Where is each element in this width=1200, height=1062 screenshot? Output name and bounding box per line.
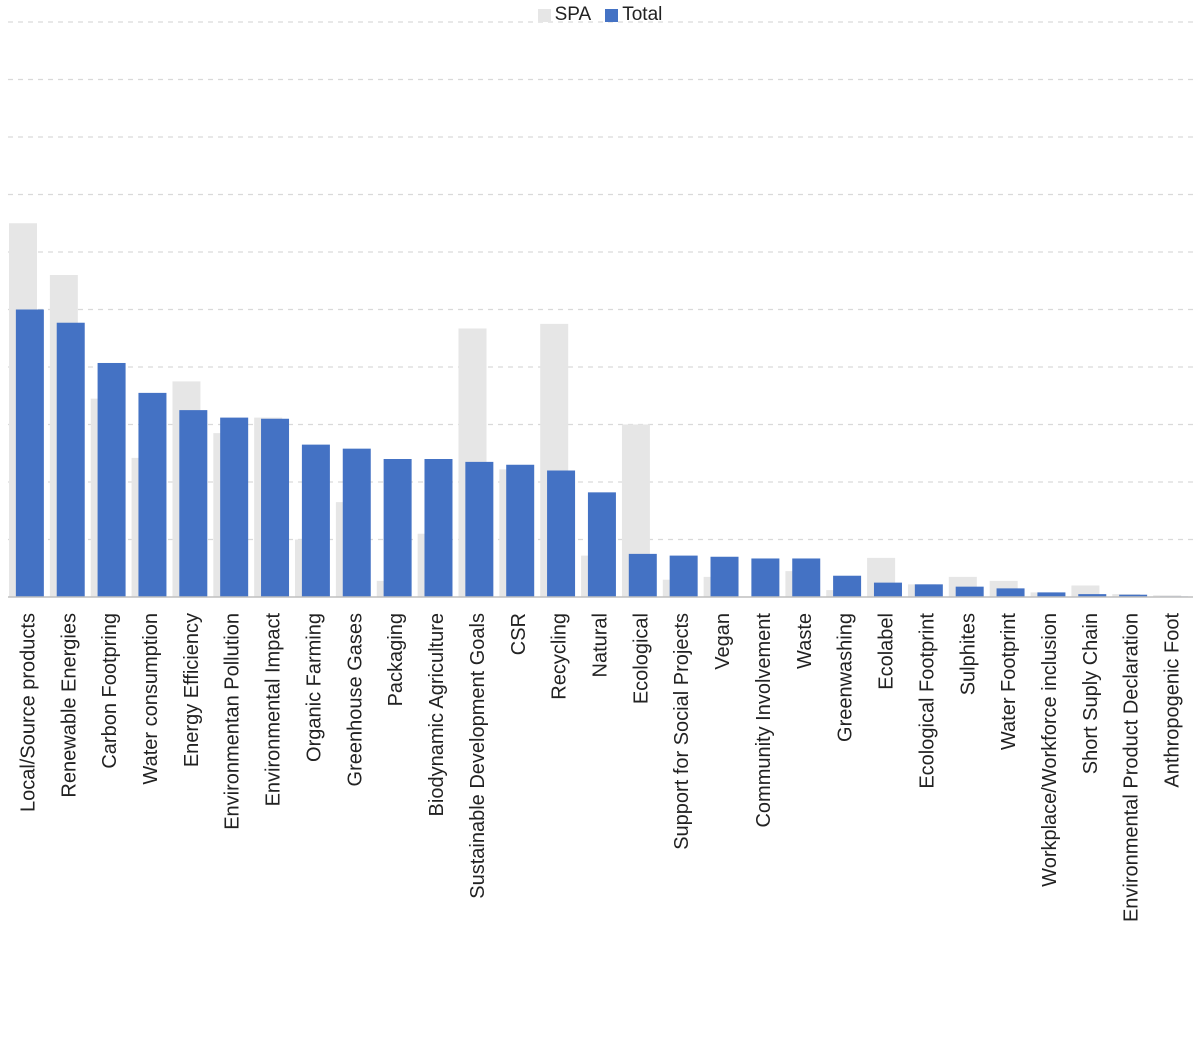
bar-spa bbox=[1071, 585, 1100, 597]
x-tick-label: Sulphites bbox=[957, 613, 979, 695]
legend-swatch-spa bbox=[537, 8, 551, 22]
x-tick-label: CSR bbox=[508, 613, 530, 655]
bar-total bbox=[833, 575, 862, 597]
x-tick-label: Packaging bbox=[385, 613, 407, 706]
bar-spa bbox=[1153, 595, 1182, 597]
x-tick-label: Water Footprint bbox=[998, 613, 1020, 751]
bar-total bbox=[506, 464, 535, 597]
bar-total bbox=[56, 322, 85, 597]
x-tick-label: Support for Social Projects bbox=[671, 613, 693, 850]
x-tick-label: Environmentan Pollution bbox=[222, 613, 244, 830]
bar-total bbox=[465, 461, 494, 597]
bar-total bbox=[220, 417, 249, 597]
bar-total bbox=[1078, 594, 1107, 597]
x-tick-label: Energy Efficiency bbox=[181, 613, 203, 767]
bar-total bbox=[669, 555, 698, 597]
bar-total bbox=[424, 459, 453, 597]
x-tick-label: Biodynamic Agriculture bbox=[426, 613, 448, 816]
x-tick-label: Environmental Impact bbox=[263, 613, 285, 807]
legend-label-total: Total bbox=[622, 4, 663, 25]
x-tick-label: Environmental Product Declaration bbox=[1121, 613, 1143, 922]
legend-label-spa: SPA bbox=[554, 4, 592, 25]
bar-total bbox=[179, 410, 208, 597]
x-tick-label: Recycling bbox=[549, 613, 571, 700]
x-tick-label: Greenwashing bbox=[835, 613, 857, 742]
bar-total bbox=[301, 444, 330, 597]
x-tick-label: Natural bbox=[590, 613, 612, 677]
bar-total bbox=[955, 586, 984, 597]
x-tick-label: Carbon Footpring bbox=[99, 613, 121, 769]
bar-total bbox=[15, 309, 44, 597]
x-tick-label: Ecological Footprint bbox=[916, 613, 938, 789]
x-tick-label: Waste bbox=[794, 613, 816, 669]
x-tick-label: Renewable Energies bbox=[58, 613, 80, 798]
bar-total bbox=[1037, 592, 1066, 597]
bar-total bbox=[261, 418, 290, 597]
x-tick-label: Ecological bbox=[630, 613, 652, 704]
bar-total bbox=[342, 448, 371, 597]
x-tick-label: Vegan bbox=[712, 613, 734, 670]
x-tick-label: Sustainable Development Goals bbox=[467, 613, 489, 899]
bar-total bbox=[628, 553, 657, 597]
x-tick-label: Community Involvement bbox=[753, 613, 775, 828]
bar-total bbox=[710, 556, 739, 597]
bar-total bbox=[587, 492, 616, 597]
x-tick-label: Water consumption bbox=[140, 613, 162, 785]
legend: SPA Total bbox=[0, 4, 1200, 26]
bar-total bbox=[751, 558, 780, 597]
bar-total bbox=[547, 470, 576, 597]
bar-total bbox=[1119, 594, 1148, 597]
x-tick-label: Short Suply Chain bbox=[1080, 613, 1102, 774]
x-tick-label: Anthropogenic Foot bbox=[1162, 613, 1184, 788]
bar-total bbox=[138, 392, 167, 597]
x-tick-label: Local/Source products bbox=[17, 613, 39, 812]
legend-item-spa: SPA bbox=[537, 4, 592, 26]
bar-total bbox=[873, 582, 902, 597]
bar-total bbox=[996, 588, 1025, 597]
legend-item-total: Total bbox=[605, 4, 662, 26]
bar-total bbox=[383, 459, 412, 597]
bar-total bbox=[792, 558, 821, 597]
x-tick-label: Ecolabel bbox=[876, 613, 898, 690]
x-tick-label: Greenhouse Gases bbox=[344, 613, 366, 786]
legend-swatch-total bbox=[605, 8, 619, 22]
x-tick-label: Workplace/Workforce inclusion bbox=[1039, 613, 1061, 887]
x-tick-label: Organic Farming bbox=[303, 613, 325, 762]
bar-total bbox=[97, 362, 126, 597]
bar-total bbox=[914, 584, 943, 597]
